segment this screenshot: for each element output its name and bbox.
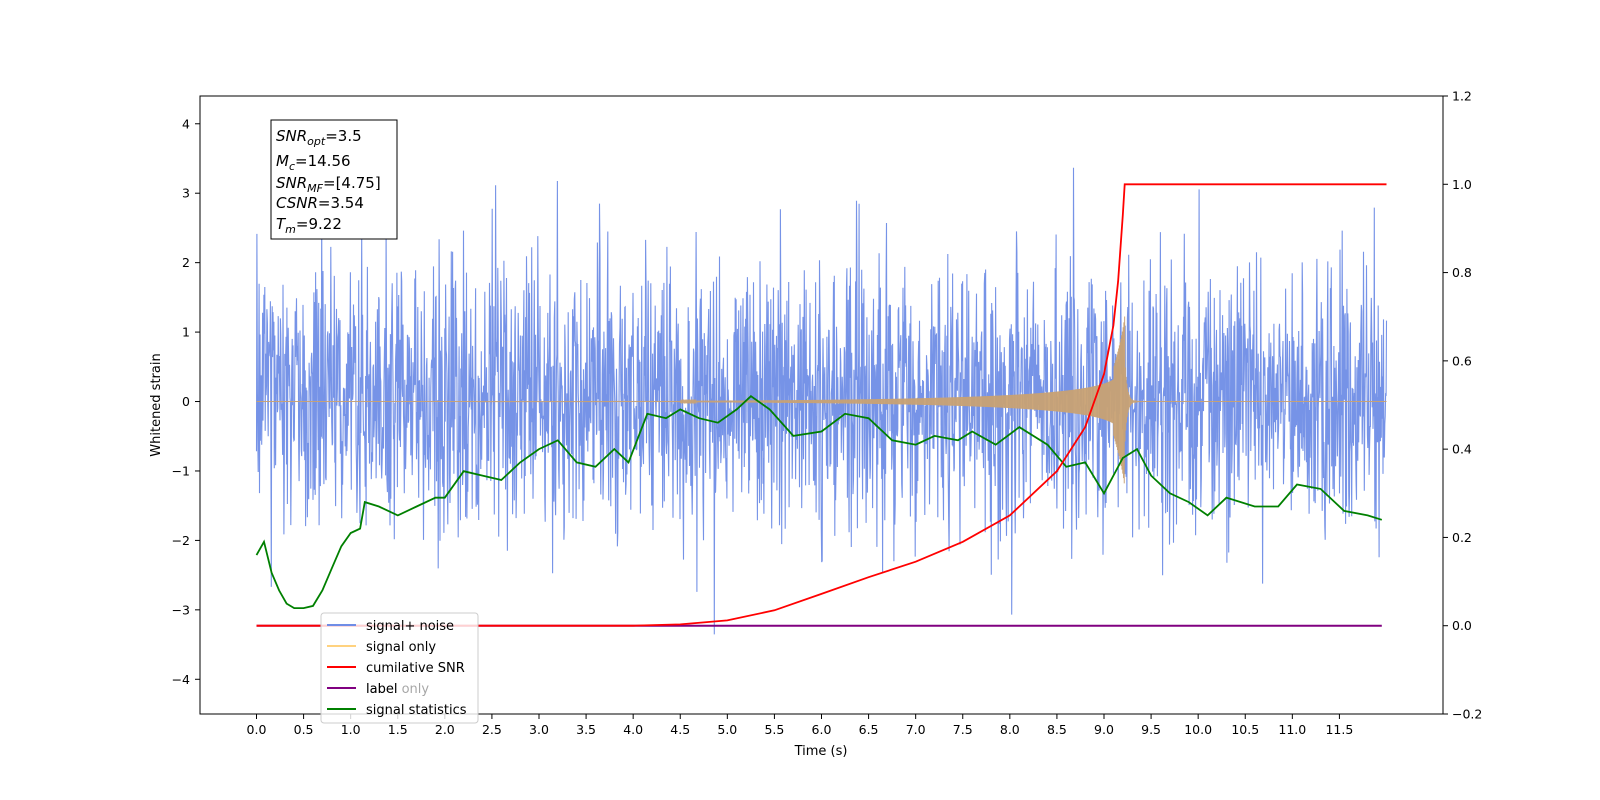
- noise-trace: [255, 167, 1388, 635]
- x-tick-label: 0.0: [247, 722, 267, 737]
- svg-text:label: label: [366, 682, 397, 697]
- left-y-tick-label: 4: [182, 116, 190, 131]
- left-y-tick-label: −4: [172, 672, 190, 687]
- svg-text:signal+ noise: signal+ noise: [366, 619, 454, 634]
- x-tick-label: 5.0: [717, 722, 737, 737]
- right-y-tick-label: 0.8: [1452, 265, 1472, 280]
- x-axis: 0.0 0.5 1.0 1.5 2.0 2.5 3.0 3.5 4.0 4.5 5.0 5.5 6.0 6…: [247, 714, 1353, 737]
- right-y-tick-label: 0.0: [1452, 618, 1472, 633]
- signal-statistics-line: [255, 395, 1383, 609]
- annotation-csnr: CSNR=3.54: [276, 194, 364, 212]
- x-tick-label: 4.0: [623, 722, 643, 737]
- signal-series: [256, 316, 1387, 484]
- annotation-snr-opt: SNRopt=3.5: [276, 127, 362, 148]
- annotation-box: SNRopt=3.5 Mc=14.56 SNRMF=[4.75] CSNR=3.…: [270, 119, 398, 240]
- svg-text:signal only: signal only: [366, 640, 436, 655]
- x-tick-label: 10.5: [1231, 722, 1259, 737]
- right-y-tick-label: 1.0: [1452, 177, 1472, 192]
- x-tick-label: 10.0: [1184, 722, 1212, 737]
- x-tick-label: 2.0: [435, 722, 455, 737]
- left-y-tick-label: −3: [172, 602, 190, 617]
- x-tick-label: 8.0: [1000, 722, 1020, 737]
- x-axis-label: Time (s): [794, 744, 848, 759]
- x-tick-label: 9.5: [1141, 722, 1161, 737]
- left-y-axis: 4 3 2 1 0 −1 −2 −3 −4: [172, 116, 200, 687]
- x-tick-label: 1.5: [388, 722, 408, 737]
- noise-series: [255, 167, 1388, 635]
- right-y-axis: 1.2 1.0 0.8 0.6 0.4 0.2 0.0 −0.2: [1443, 89, 1482, 722]
- right-y-tick-label: −0.2: [1452, 707, 1482, 722]
- left-y-tick-label: 2: [182, 255, 190, 270]
- legend: signal+ noise signal only cumilative SNR…: [320, 612, 479, 724]
- signal-trace: [256, 316, 1387, 484]
- x-tick-label: 11.0: [1278, 722, 1306, 737]
- x-tick-label: 8.5: [1047, 722, 1067, 737]
- x-tick-label: 7.5: [953, 722, 973, 737]
- svg-text:cumilative SNR: cumilative SNR: [366, 661, 465, 676]
- y-axis-label: Whitened strain: [149, 353, 164, 456]
- left-y-tick-label: −2: [172, 533, 190, 548]
- right-y-tick-label: 0.4: [1452, 442, 1472, 457]
- right-y-tick-label: 1.2: [1452, 89, 1472, 104]
- x-tick-label: 5.5: [764, 722, 784, 737]
- x-tick-label: 3.0: [529, 722, 549, 737]
- x-tick-label: 6.5: [859, 722, 879, 737]
- x-tick-label: 1.0: [341, 722, 361, 737]
- x-tick-label: 3.5: [576, 722, 596, 737]
- x-tick-label: 11.5: [1325, 722, 1353, 737]
- x-tick-label: 2.5: [482, 722, 502, 737]
- legend-item-noise: signal+ noise: [327, 619, 454, 634]
- left-y-tick-label: 1: [182, 325, 190, 340]
- cumulative-snr-line: [256, 183, 1387, 627]
- annotation-mc: Mc=14.56: [276, 152, 351, 173]
- svg-text:signal statistics: signal statistics: [366, 703, 467, 718]
- legend-item-signal: signal only: [327, 640, 436, 655]
- svg-text:label only: label only: [366, 682, 429, 697]
- x-tick-label: 4.5: [670, 722, 690, 737]
- legend-item-label-only: label only: [366, 682, 429, 697]
- legend-item-label: label: [327, 682, 397, 697]
- x-tick-label: 9.0: [1094, 722, 1114, 737]
- legend-item-cumulative-snr: cumilative SNR: [327, 661, 465, 676]
- annotation-tm: Tm=9.22: [276, 215, 342, 236]
- left-y-tick-label: 3: [182, 186, 190, 201]
- left-y-tick-label: −1: [172, 463, 190, 478]
- right-y-tick-label: 0.6: [1452, 353, 1472, 368]
- left-y-tick-label: 0: [182, 394, 190, 409]
- legend-frame: [320, 612, 479, 724]
- x-tick-label: 6.0: [812, 722, 832, 737]
- annotation-snr-mf: SNRMF=[4.75]: [276, 174, 381, 195]
- right-y-tick-label: 0.2: [1452, 530, 1472, 545]
- legend-item-statistics: signal statistics: [327, 703, 467, 718]
- x-tick-label: 7.0: [906, 722, 926, 737]
- x-tick-label: 0.5: [294, 722, 314, 737]
